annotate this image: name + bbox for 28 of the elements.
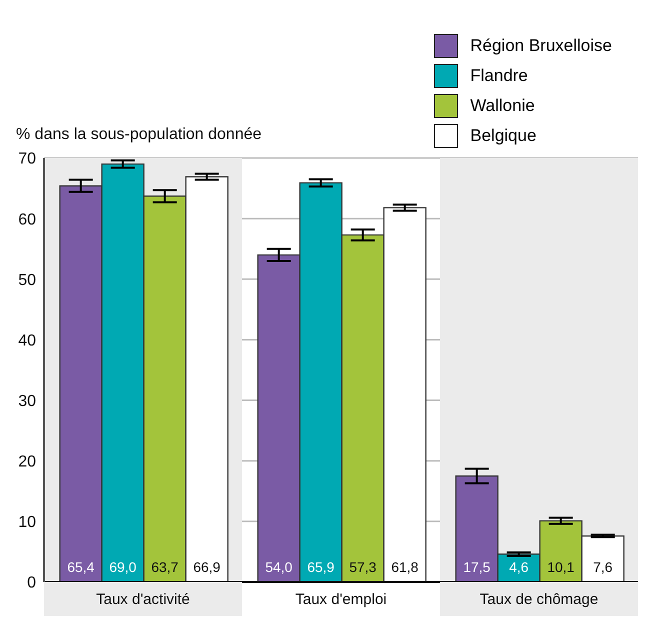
- data-label: 63,7: [151, 559, 179, 575]
- x-tick-label: Taux d'emploi: [295, 591, 387, 608]
- y-tick-label: 60: [18, 211, 36, 228]
- legend-label: Flandre: [470, 66, 528, 86]
- y-tick-label: 0: [27, 574, 36, 592]
- data-label: 10,1: [547, 559, 575, 575]
- data-label: 66,9: [193, 559, 221, 575]
- data-label: 61,8: [391, 559, 419, 575]
- legend-label: Wallonie: [470, 96, 535, 116]
- y-tick-label: 40: [18, 332, 36, 350]
- y-tick-label: 50: [18, 272, 36, 289]
- x-tick-label: Taux d'activité: [96, 591, 190, 608]
- data-label: 7,6: [593, 559, 613, 575]
- data-label: 4,6: [509, 559, 529, 575]
- data-label: 69,0: [109, 559, 137, 575]
- data-label: 57,3: [349, 559, 377, 575]
- y-tick-label: 20: [18, 454, 36, 471]
- x-tick-label: Taux de chômage: [480, 591, 598, 608]
- data-label: 65,4: [67, 559, 95, 575]
- data-label: 65,9: [307, 559, 335, 575]
- y-tick-label: 30: [18, 392, 36, 410]
- data-label: 54,0: [265, 559, 293, 575]
- legend-label: Belgique: [470, 126, 536, 146]
- y-axis-title: % dans la sous-population donnée: [15, 126, 262, 145]
- legend-label: Région Bruxelloise: [470, 36, 612, 56]
- data-label: 17,5: [463, 559, 491, 575]
- y-tick-label: 70: [18, 150, 36, 168]
- y-tick-label: 10: [18, 514, 36, 532]
